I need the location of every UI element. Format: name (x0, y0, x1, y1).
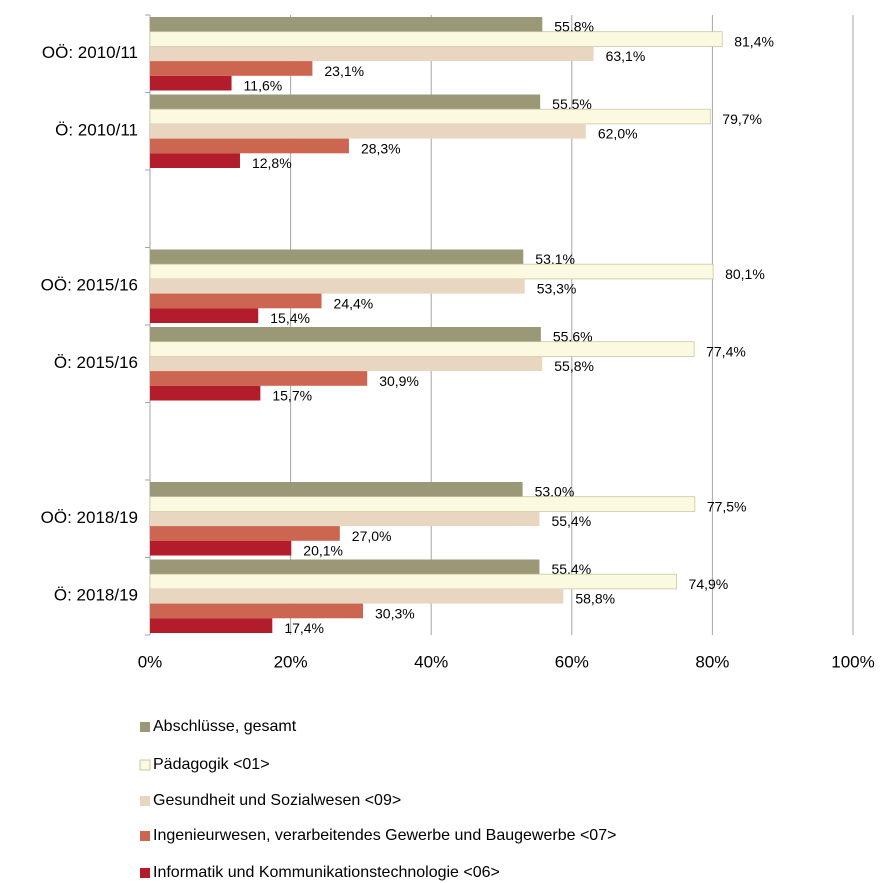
y-tick-label: OÖ: 2010/11 (42, 43, 138, 62)
data-label: 53,1% (535, 251, 575, 267)
bar (149, 108, 711, 125)
bar (150, 249, 524, 265)
data-label: 27,0% (352, 528, 392, 544)
legend-swatch (140, 722, 150, 732)
y-tick-label: Ö: 2015/16 (54, 353, 138, 372)
legend-label: Pädagogik <01> (153, 756, 270, 773)
bar (150, 559, 540, 575)
x-tick-label: 20% (274, 652, 308, 671)
bar (150, 94, 541, 110)
data-label: 58,8% (575, 591, 615, 607)
bar (150, 61, 313, 76)
data-label: 30,9% (379, 373, 419, 389)
x-tick-label: 100% (831, 652, 874, 671)
data-label: 24,4% (334, 295, 374, 311)
data-label: 80,1% (725, 266, 765, 282)
y-tick-label: OÖ: 2015/16 (41, 276, 138, 295)
data-label: 77,4% (706, 343, 746, 359)
bar (150, 46, 594, 62)
bar (150, 308, 259, 323)
data-label: 11,6% (244, 78, 283, 94)
data-label: 55,8% (554, 358, 594, 374)
bar (150, 123, 586, 139)
legend-label: Abschlüsse, gesamt (153, 718, 297, 735)
bar (150, 588, 564, 604)
data-label: 53,3% (537, 281, 577, 297)
bar (149, 573, 677, 590)
data-label: 55,4% (551, 513, 591, 529)
bar (149, 496, 696, 512)
bar (150, 153, 240, 168)
data-label: 20,1% (303, 543, 343, 559)
y-tick-label: OÖ: 2018/19 (41, 508, 138, 527)
bar (150, 278, 525, 294)
bar (150, 138, 349, 154)
bar (150, 75, 232, 91)
bar (150, 327, 541, 342)
x-tick-label: 0% (138, 652, 163, 671)
bar (150, 17, 543, 32)
data-label: 55,6% (553, 329, 593, 345)
data-label: 15,4% (270, 310, 310, 326)
bar (150, 482, 523, 497)
data-label: 77,5% (707, 498, 747, 514)
legend-swatch (140, 796, 150, 806)
data-label: 28,3% (361, 140, 401, 156)
x-tick-label: 80% (695, 652, 729, 671)
legend-label: Informatik und Kommunikationstechnologie… (153, 864, 500, 881)
bar (150, 371, 368, 386)
legend-label: Gesundheit und Sozialwesen <09> (153, 792, 401, 809)
data-label: 55,5% (552, 96, 592, 112)
bar (150, 385, 261, 401)
bar (150, 603, 364, 619)
y-tick-label: Ö: 2010/11 (55, 121, 138, 140)
bar (150, 526, 340, 541)
x-tick-label: 60% (555, 652, 589, 671)
data-label: 53,0% (535, 484, 575, 500)
bar (150, 540, 292, 556)
legend-label: Ingenieurwesen, verarbeitendes Gewerbe u… (153, 827, 616, 844)
data-label: 55,4% (551, 561, 591, 577)
x-tick-label: 40% (414, 652, 448, 671)
data-label: 79,7% (722, 111, 762, 127)
y-tick-label: Ö: 2018/19 (54, 586, 138, 605)
bar (149, 31, 723, 47)
bar (150, 618, 273, 633)
data-label: 63,1% (606, 48, 646, 64)
data-label: 23,1% (324, 63, 364, 79)
bar (150, 356, 543, 372)
data-label: 15,7% (272, 388, 312, 404)
data-label: 17,4% (284, 620, 324, 636)
data-label: 81,4% (734, 33, 774, 49)
legend-swatch (140, 868, 150, 878)
bar (149, 341, 695, 357)
data-label: 12,8% (252, 155, 292, 171)
data-label: 30,3% (375, 605, 415, 621)
bar (150, 293, 322, 309)
bar (149, 263, 714, 280)
data-label: 62,0% (598, 126, 638, 142)
legend-swatch (140, 831, 150, 841)
legend-swatch (139, 759, 151, 771)
data-label: 55,8% (554, 19, 594, 35)
bar (150, 511, 540, 527)
data-label: 74,9% (689, 576, 729, 592)
